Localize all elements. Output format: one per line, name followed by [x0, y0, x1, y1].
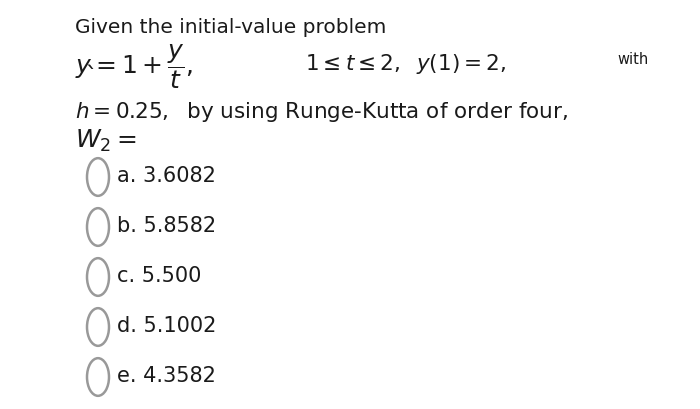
- Text: e. 4.3582: e. 4.3582: [117, 366, 216, 386]
- Text: a. 3.6082: a. 3.6082: [117, 166, 216, 186]
- Text: $W_2 =$: $W_2 =$: [75, 128, 136, 154]
- Text: $h = 0.25,$  by using Runge-Kutta of order four,: $h = 0.25,$ by using Runge-Kutta of orde…: [75, 100, 568, 124]
- Text: c. 5.500: c. 5.500: [117, 266, 202, 286]
- Text: Given the initial-value problem: Given the initial-value problem: [75, 18, 386, 37]
- Text: with: with: [617, 52, 648, 67]
- Text: $y\grave{} = 1 + \dfrac{y}{t},$: $y\grave{} = 1 + \dfrac{y}{t},$: [75, 42, 193, 91]
- Text: b. 5.8582: b. 5.8582: [117, 216, 216, 236]
- Text: d. 5.1002: d. 5.1002: [117, 316, 216, 336]
- Text: $1 \leq t \leq 2, \;\; y(1) = 2,$: $1 \leq t \leq 2, \;\; y(1) = 2,$: [305, 52, 506, 76]
